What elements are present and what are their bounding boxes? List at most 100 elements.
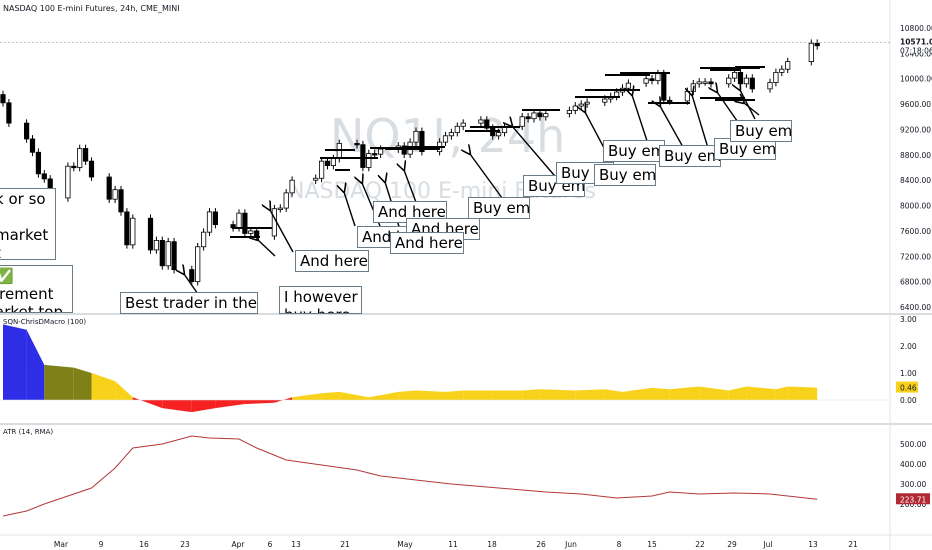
sqn-area-segment: [44, 364, 74, 400]
candle: [206, 211, 213, 233]
candle: [318, 160, 325, 179]
candle: [165, 241, 171, 267]
candle: [271, 208, 278, 237]
price-tick-label: 8800.00: [900, 151, 931, 160]
sqn-area-segment: [73, 367, 92, 400]
annotation-note[interactable]: Buy em: [730, 120, 792, 142]
candle: [525, 116, 531, 120]
candle: [442, 135, 449, 143]
candle: [625, 82, 632, 89]
candle: [336, 143, 342, 160]
annotation-note[interactable]: Buy em: [468, 197, 530, 219]
candle: [277, 207, 283, 210]
sqn-area-segment: [575, 389, 605, 400]
annotation-note[interactable]: And here: [390, 232, 464, 254]
candle: [614, 91, 620, 97]
sqn-area-segment: [416, 390, 446, 400]
time-tick-label: 29: [727, 540, 737, 549]
candle: [212, 211, 218, 225]
candle: [147, 217, 154, 251]
time-tick-label: 15: [647, 540, 657, 549]
annotation-note[interactable]: Best trader in the: [120, 292, 258, 314]
sqn-area-segment: [91, 373, 116, 400]
candle: [478, 119, 484, 124]
candle: [572, 105, 578, 111]
candle: [83, 148, 89, 162]
candle: [454, 125, 460, 134]
sqn-area-segment: [669, 386, 700, 400]
candle: [779, 68, 785, 73]
price-tick-label: 6400.00: [900, 303, 931, 312]
annotation-note[interactable]: I however buy here: [279, 286, 362, 314]
time-tick-label: 26: [536, 540, 546, 549]
sqn-area-segment: [539, 389, 576, 400]
atr-title[interactable]: ATR (14, RMA): [3, 428, 54, 436]
candle: [578, 103, 584, 107]
arrow: [744, 103, 760, 116]
annotation-note[interactable]: Buy em: [603, 140, 665, 162]
candle: [708, 81, 714, 85]
candle: [242, 212, 248, 234]
sqn-area-segment: [463, 390, 493, 400]
arrow: [512, 126, 561, 183]
candle: [153, 240, 159, 251]
arrow: [740, 90, 756, 120]
sqn-area-segment: [191, 400, 216, 413]
candle: [71, 165, 77, 169]
sqn-value-label: 0.46: [900, 384, 917, 393]
candle: [283, 192, 289, 209]
arrow: [258, 240, 276, 257]
symbol-title[interactable]: NASDAQ 100 E-mini Futures, 24h, CME_MINI: [3, 4, 180, 13]
time-tick-label: May: [397, 540, 413, 549]
candle: [41, 173, 47, 180]
sqn-tick-label: 2.00: [900, 342, 917, 351]
arrow: [470, 154, 506, 203]
candle: [413, 130, 419, 143]
sqn-pane[interactable]: [0, 324, 890, 413]
price-tick-label: 10400.00: [900, 49, 932, 58]
candle: [667, 99, 673, 103]
annotation-note[interactable]: Buy em: [659, 145, 721, 167]
sqn-tick-label: 0.00: [900, 396, 917, 405]
atr-tick-label: 300.00: [900, 480, 926, 489]
time-tick-label: 18: [487, 540, 497, 549]
annotation-note[interactable]: Buy em: [594, 164, 656, 186]
candle: [649, 78, 655, 82]
sqn-area-segment: [339, 391, 369, 400]
sqn-title[interactable]: SQN-ChrisDMacro (100): [3, 318, 87, 326]
sqn-area-segment: [398, 390, 416, 400]
annotation-note[interactable]: k or so market t: [0, 188, 56, 260]
sqn-area-segment: [162, 400, 192, 413]
time-tick-label: 21: [848, 540, 858, 549]
sqn-area-segment: [215, 400, 245, 409]
price-tick-label: 7600.00: [900, 227, 931, 236]
candle: [743, 77, 750, 85]
atr-line: [2, 435, 818, 517]
sqn-area-segment: [321, 391, 340, 400]
sqn-area-segment: [775, 386, 788, 400]
time-tick-label: Mar: [54, 540, 69, 549]
atr-pane[interactable]: [2, 435, 818, 517]
time-tick-label: 13: [291, 540, 301, 549]
candle: [785, 61, 791, 70]
candle: [531, 112, 537, 120]
sqn-area-segment: [292, 393, 322, 400]
annotation-note[interactable]: And here: [295, 250, 369, 272]
price-tick-label: 10800.00: [900, 24, 932, 33]
candle: [236, 212, 242, 229]
candle: [354, 143, 360, 146]
sqn-area-segment: [522, 389, 540, 400]
atr-value-badge: [896, 493, 930, 505]
annotation-note[interactable]: ✅ irement arket top: [0, 265, 73, 313]
time-tick-label: 22: [695, 540, 705, 549]
candle: [88, 160, 95, 178]
time-tick-label: 16: [139, 540, 149, 549]
candle: [661, 73, 667, 101]
countdown-label: 07:18:06: [900, 47, 932, 56]
arrow: [344, 192, 356, 227]
candle: [112, 189, 118, 200]
candle: [460, 122, 466, 127]
sqn-area-segment: [492, 390, 523, 400]
annotation-note[interactable]: Buy em: [714, 138, 776, 160]
time-tick-label: 23: [180, 540, 190, 549]
